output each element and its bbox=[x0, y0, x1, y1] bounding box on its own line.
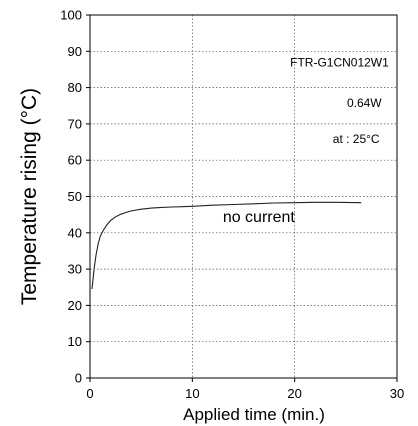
y-tick-label: 0 bbox=[75, 371, 82, 386]
x-axis-title: Applied time (min.) bbox=[183, 405, 325, 424]
y-tick-label: 70 bbox=[68, 116, 82, 131]
annotation-text: at : 25°C bbox=[333, 132, 380, 146]
y-tick-label: 30 bbox=[68, 262, 82, 277]
y-tick-label: 80 bbox=[68, 80, 82, 95]
y-tick-label: 40 bbox=[68, 225, 82, 240]
y-axis-title: Temperature rising (°C) bbox=[18, 88, 41, 305]
y-tick-label: 100 bbox=[60, 8, 82, 23]
y-tick-label: 10 bbox=[68, 334, 82, 349]
y-tick-label: 50 bbox=[68, 189, 82, 204]
grid-lines bbox=[90, 15, 397, 378]
y-tick-label: 60 bbox=[68, 153, 82, 168]
series-layer: no current bbox=[91, 201, 362, 290]
series-line-no-current bbox=[91, 201, 362, 290]
series-label-no-current: no current bbox=[223, 209, 296, 226]
x-tick-label: 30 bbox=[390, 386, 404, 401]
x-tick-label: 0 bbox=[86, 386, 93, 401]
axis-ticks: 0 10 20 30 40 50 60 70 80 90 100 0 10 20 30 bbox=[60, 8, 404, 402]
x-tick-label: 20 bbox=[287, 386, 301, 401]
x-tick-label: 10 bbox=[185, 386, 199, 401]
annotations: FTR-G1CN012W1 0.64W at : 25°C bbox=[290, 56, 389, 147]
annotation-text: FTR-G1CN012W1 bbox=[290, 56, 389, 70]
annotation-text: 0.64W bbox=[347, 96, 382, 110]
y-tick-label: 90 bbox=[68, 44, 82, 59]
y-tick-label: 20 bbox=[68, 298, 82, 313]
